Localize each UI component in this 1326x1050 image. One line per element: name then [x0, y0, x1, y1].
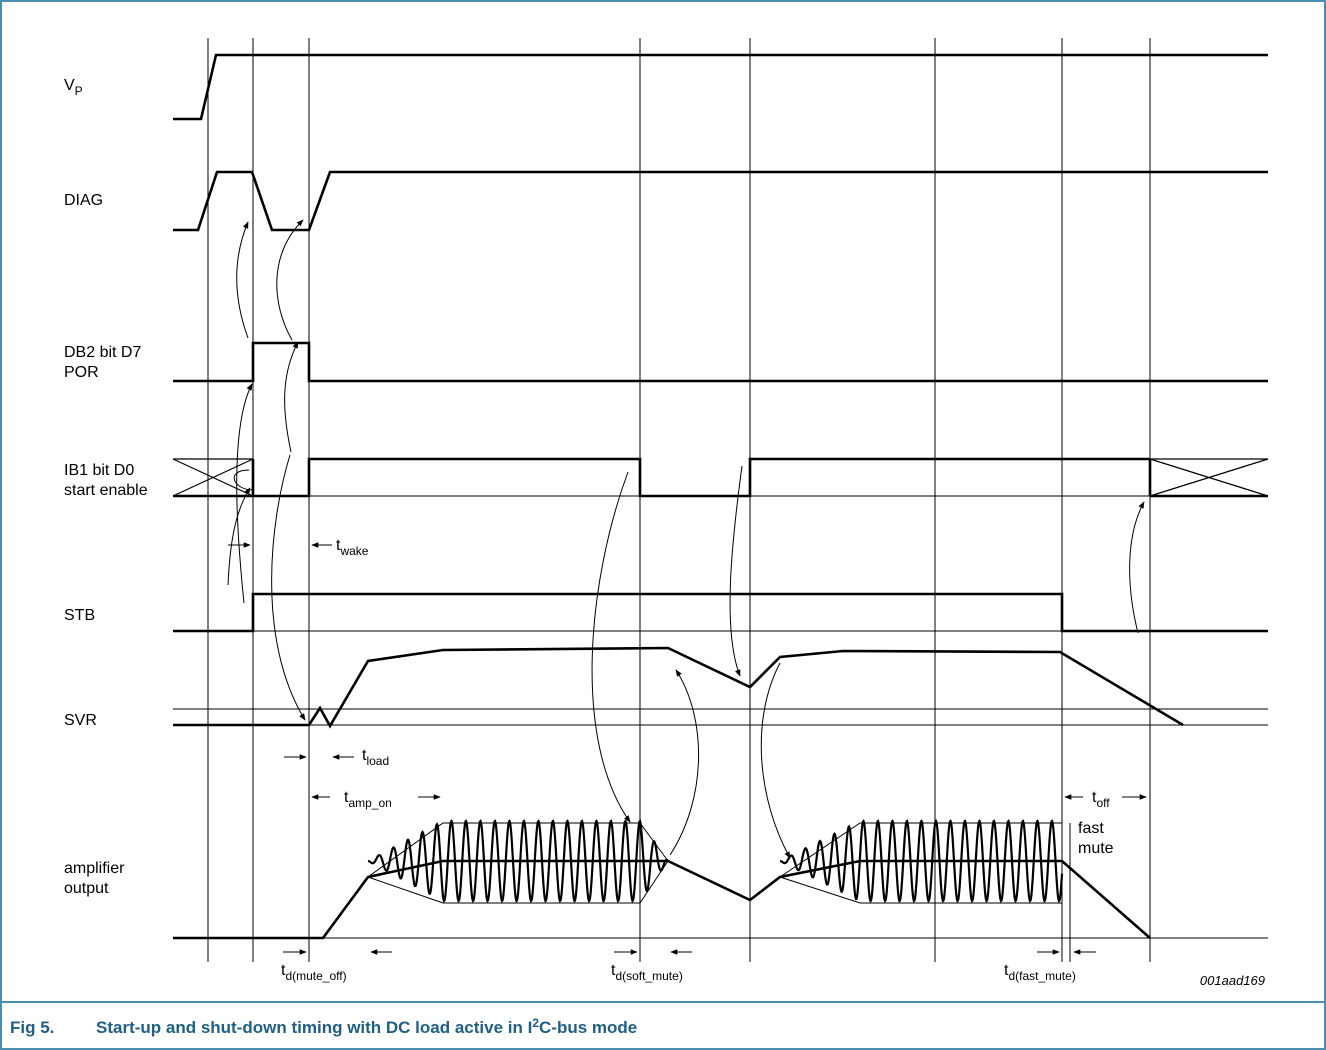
figure-caption: Fig 5. Start-up and shut-down timing with… [10, 1016, 637, 1037]
amplifier-oscillation-1 [367, 818, 669, 903]
vp-waveform [173, 53, 1268, 121]
amplifier-label-line1: amplifier [64, 860, 125, 877]
amplifier-output-waveform [173, 859, 1151, 940]
diag-label: DIAG [64, 192, 103, 209]
stb-label: STB [64, 607, 95, 624]
fast-mute-label-line2: mute [1078, 840, 1114, 857]
svr-label: SVR [64, 712, 97, 729]
stb-waveform [173, 592, 1268, 633]
diag-waveform [173, 170, 1268, 232]
ib1-label-line1: IB1 bit D0 [64, 462, 134, 479]
timing-arrows [228, 542, 1147, 955]
db2-label-line2: POR [64, 364, 99, 381]
amplifier-oscillation-2 [779, 819, 1064, 903]
svr-waveform [173, 646, 1184, 729]
t-amp-on-label: tamp_on [344, 789, 392, 810]
figure-code: 001aad169 [1200, 973, 1265, 988]
amplifier-label-line2: output [64, 880, 109, 897]
t-load-label: tload [362, 747, 389, 768]
ib1-label-line2: start enable [64, 482, 148, 499]
t-d-soft-mute-label: td(soft_mute) [611, 962, 683, 983]
vertical-reference-lines [207, 38, 1151, 962]
t-d-mute-off-label: td(mute_off) [281, 962, 347, 983]
fast-mute-label-line1: fast [1078, 820, 1104, 837]
t-wake-label: twake [336, 537, 369, 558]
t-off-label: toff [1092, 789, 1110, 810]
t-d-fast-mute-label: td(fast_mute) [1004, 962, 1076, 983]
db2-por-waveform [173, 341, 1268, 383]
db2-label-line1: DB2 bit D7 [64, 344, 141, 361]
caption-prefix: Fig 5. [10, 1018, 54, 1037]
ib1-start-enable-waveform [172, 457, 1269, 498]
vp-label: VP [64, 77, 83, 98]
horizontal-reference-lines [173, 495, 1268, 939]
causal-arrows [227, 219, 1145, 859]
